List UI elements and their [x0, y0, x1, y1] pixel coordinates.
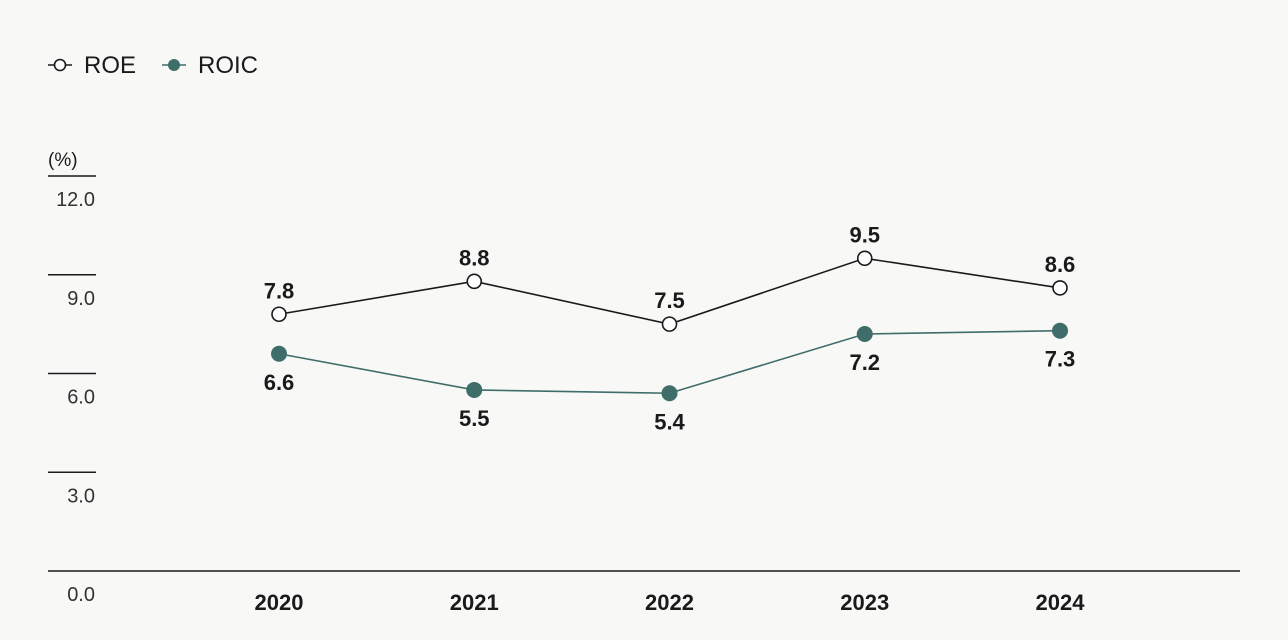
data-point-roic — [466, 381, 483, 398]
data-label-roe: 9.5 — [849, 222, 880, 247]
legend-roic-marker — [168, 59, 180, 71]
legend: ROE ROIC — [48, 52, 258, 79]
data-point-roic — [271, 345, 287, 362]
data-point-roic — [856, 326, 873, 342]
y-tick-label: 3.0 — [67, 485, 95, 507]
data-label-roe: 7.8 — [264, 278, 295, 303]
data-label-roic: 6.6 — [264, 370, 295, 395]
data-point-roic — [661, 385, 678, 402]
series-layer: 7.8 8.8 7.5 9.5 8.6 6.6 5.5 5.4 7.2 7.3 — [264, 222, 1076, 434]
data-label-roe: 8.8 — [459, 245, 490, 270]
series-roic: 6.6 5.5 5.4 7.2 7.3 — [264, 322, 1076, 434]
data-point-roe — [271, 306, 287, 323]
data-point-roe — [661, 316, 678, 332]
x-axis: 2020 2021 2022 2023 2024 — [48, 570, 1240, 615]
x-tick-label: 2020 — [255, 590, 304, 615]
x-tick-label: 2023 — [840, 590, 889, 615]
data-label-roe: 8.6 — [1045, 252, 1076, 277]
legend-roe-marker — [53, 58, 67, 72]
data-label-roic: 5.4 — [654, 409, 685, 434]
y-axis-unit-label: (%) — [48, 150, 78, 171]
y-tick-label: 0.0 — [67, 584, 95, 606]
series-roe: 7.8 8.8 7.5 9.5 8.6 — [264, 222, 1076, 332]
series-line-roic — [278, 329, 1061, 395]
y-tick-label: 12.0 — [56, 189, 95, 211]
legend-roic-label: ROIC — [198, 52, 258, 79]
x-tick-label: 2021 — [450, 590, 499, 615]
legend-roe-label: ROE — [84, 52, 136, 79]
data-point-roe — [466, 273, 483, 290]
data-label-roic: 7.2 — [849, 350, 880, 375]
y-tick-label: 6.0 — [67, 387, 95, 409]
data-label-roic: 7.3 — [1045, 347, 1076, 372]
data-label-roe: 7.5 — [654, 288, 685, 313]
legend-item-roe: ROE — [48, 52, 136, 79]
y-tick-label: 9.0 — [67, 288, 95, 310]
x-tick-label: 2024 — [1036, 590, 1086, 615]
y-axis: 0.0 3.0 6.0 9.0 12.0 — [48, 175, 96, 606]
data-point-roe — [856, 250, 873, 267]
data-point-roe — [1052, 280, 1068, 296]
x-tick-label: 2022 — [645, 590, 694, 615]
data-label-roic: 5.5 — [459, 406, 490, 431]
legend-item-roic: ROIC — [162, 52, 258, 79]
data-point-roic — [1052, 322, 1068, 339]
